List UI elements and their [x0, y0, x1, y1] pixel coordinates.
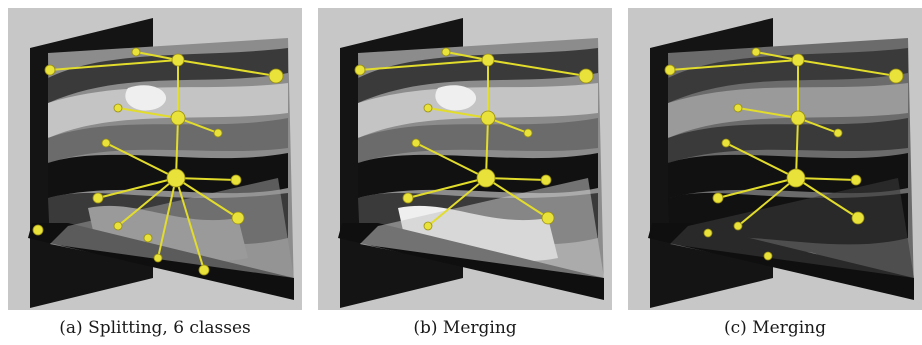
- caption-a-label: (a): [59, 318, 83, 338]
- volume-render-b: [338, 18, 604, 308]
- slice-floor-plane: [50, 178, 294, 278]
- caption-c: (c) Merging: [628, 318, 922, 338]
- caption-c-text: Merging: [752, 318, 826, 338]
- panel-b-render: [318, 8, 612, 310]
- caption-a-text: Splitting, 6 classes: [88, 318, 251, 338]
- caption-a: (a) Splitting, 6 classes: [8, 318, 302, 338]
- graph-edges: [49, 51, 277, 271]
- panel-a-render: [8, 8, 302, 310]
- caption-b-text: Merging: [442, 318, 517, 338]
- volume-render-c: [648, 18, 914, 308]
- caption-b: (b) Merging: [318, 318, 612, 338]
- caption-b-label: (b): [413, 318, 438, 338]
- graph-nodes: [32, 47, 284, 276]
- panel-c-render: [628, 8, 922, 310]
- caption-c-label: (c): [724, 318, 747, 338]
- volume-render-a: [28, 18, 294, 308]
